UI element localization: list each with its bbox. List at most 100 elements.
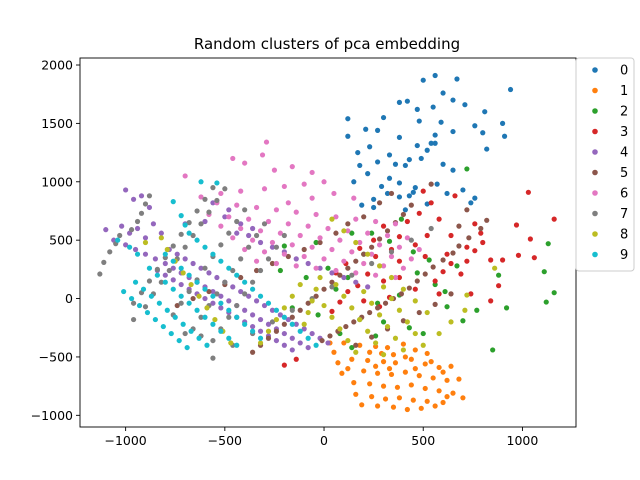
point-cluster-5 (466, 235, 472, 241)
point-cluster-6 (261, 249, 268, 255)
point-cluster-9 (134, 251, 141, 257)
point-cluster-1 (335, 360, 341, 366)
point-cluster-9 (226, 307, 232, 313)
point-cluster-0 (480, 130, 486, 136)
legend-label-5: 5 (620, 166, 628, 181)
point-cluster-1 (422, 361, 428, 367)
point-cluster-2 (349, 344, 355, 351)
point-cluster-6 (349, 249, 355, 255)
point-cluster-4 (365, 284, 371, 290)
point-cluster-2 (315, 312, 321, 318)
point-cluster-3 (428, 200, 434, 206)
point-cluster-2 (460, 318, 466, 324)
point-cluster-0 (371, 196, 377, 202)
point-cluster-4 (103, 227, 109, 233)
point-cluster-6 (357, 239, 363, 246)
point-cluster-8 (392, 335, 399, 341)
point-cluster-6 (273, 260, 280, 267)
point-cluster-4 (162, 260, 168, 267)
point-cluster-4 (202, 218, 208, 225)
point-cluster-9 (164, 307, 170, 313)
point-cluster-8 (341, 293, 347, 299)
point-cluster-7 (182, 244, 188, 250)
point-cluster-3 (373, 253, 379, 260)
point-cluster-6 (325, 225, 331, 232)
point-cluster-7 (250, 279, 256, 285)
point-cluster-7 (142, 304, 149, 310)
point-cluster-7 (202, 265, 208, 271)
point-cluster-7 (242, 291, 248, 297)
point-cluster-9 (305, 335, 311, 341)
point-cluster-6 (329, 246, 335, 253)
point-cluster-7 (190, 232, 196, 239)
point-cluster-6 (182, 173, 188, 179)
point-cluster-6 (226, 214, 232, 220)
point-cluster-8 (380, 352, 387, 358)
point-cluster-0 (367, 144, 373, 150)
point-cluster-5 (422, 271, 428, 277)
point-cluster-9 (127, 244, 133, 250)
point-cluster-3 (380, 223, 387, 229)
x-tick-label: 0 (320, 433, 328, 448)
point-cluster-3 (488, 298, 494, 304)
point-cluster-6 (384, 232, 391, 239)
point-cluster-8 (464, 292, 470, 298)
point-cluster-6 (301, 253, 307, 260)
point-cluster-5 (464, 207, 470, 213)
point-cluster-7 (218, 242, 224, 248)
point-cluster-3 (464, 244, 470, 250)
point-cluster-4 (178, 281, 184, 288)
point-cluster-2 (380, 319, 387, 325)
point-cluster-6 (257, 228, 264, 234)
legend-marker-4 (592, 149, 598, 155)
point-cluster-1 (396, 395, 403, 401)
x-tick-label: 500 (411, 433, 435, 448)
point-cluster-6 (317, 235, 323, 241)
point-cluster-0 (386, 175, 393, 181)
point-cluster-3 (337, 299, 343, 305)
point-cluster-2 (313, 239, 319, 246)
point-cluster-3 (478, 230, 484, 236)
point-cluster-9 (140, 286, 147, 292)
point-cluster-2 (414, 270, 420, 276)
point-cluster-7 (138, 210, 145, 216)
point-cluster-4 (230, 284, 236, 290)
point-cluster-0 (392, 161, 399, 167)
point-cluster-6 (353, 270, 359, 276)
point-cluster-1 (436, 388, 442, 394)
point-cluster-8 (289, 293, 295, 299)
point-cluster-2 (386, 238, 393, 244)
point-cluster-6 (218, 190, 224, 197)
point-cluster-0 (414, 106, 420, 112)
point-cluster-7 (97, 271, 103, 277)
point-cluster-5 (297, 307, 303, 313)
point-cluster-8 (376, 263, 383, 269)
point-cluster-1 (375, 370, 381, 376)
point-cluster-0 (440, 161, 446, 167)
point-cluster-8 (164, 246, 170, 253)
point-cluster-9 (289, 321, 295, 327)
point-cluster-4 (152, 256, 158, 262)
point-cluster-7 (178, 231, 184, 237)
point-cluster-6 (396, 244, 403, 250)
point-cluster-8 (373, 340, 379, 346)
point-cluster-0 (424, 147, 430, 153)
point-cluster-6 (297, 232, 303, 239)
point-cluster-7 (222, 186, 228, 192)
legend-label-4: 4 (620, 146, 628, 161)
point-cluster-5 (414, 278, 420, 284)
point-cluster-6 (253, 258, 260, 264)
point-cluster-4 (277, 312, 283, 318)
point-cluster-6 (309, 244, 315, 250)
legend-label-2: 2 (620, 105, 628, 120)
point-cluster-0 (438, 119, 444, 125)
point-cluster-2 (410, 249, 416, 255)
x-tick-label: −500 (208, 433, 242, 448)
point-cluster-5 (388, 190, 395, 197)
point-cluster-8 (384, 323, 391, 330)
point-cluster-4 (150, 221, 157, 227)
point-cluster-0 (482, 109, 488, 115)
point-cluster-7 (269, 319, 276, 325)
point-cluster-0 (414, 142, 420, 149)
point-cluster-0 (396, 194, 403, 200)
